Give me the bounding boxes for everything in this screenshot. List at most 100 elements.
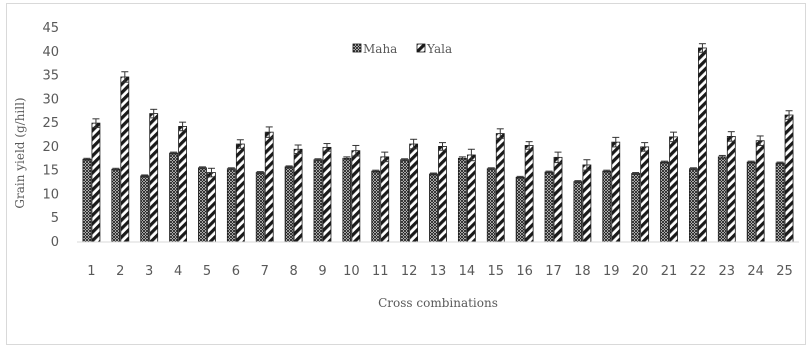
error-bar-yala-25 [785,110,793,120]
bar-maha-16 [515,176,525,243]
y-tick-label: 0 [51,235,59,250]
x-tick-label: 13 [430,264,447,279]
error-bar-maha-18 [574,180,582,184]
bar-yala-20 [640,146,650,243]
bar-yala-10 [351,150,361,243]
x-tick-label: 24 [747,264,764,279]
y-tick-label: 5 [51,211,59,226]
bar-maha-20 [631,173,641,243]
error-bar-yala-9 [323,143,331,152]
error-bar-yala-8 [294,144,302,155]
bar-maha-17 [544,171,554,243]
bar-maha-9 [313,159,323,243]
error-bar-yala-10 [352,144,360,157]
bar-yala-25 [784,114,794,243]
bar-maha-24 [746,161,756,243]
x-tick-label: 1 [87,264,95,279]
x-tick-label: 22 [690,264,707,279]
x-tick-label: 6 [232,264,240,279]
bar-maha-5 [198,167,207,243]
x-axis-title: Cross combinations [378,296,498,310]
error-bar-yala-1 [92,118,100,128]
error-bar-maha-4 [170,151,178,155]
y-axis-title: Grain yield (g/hill) [13,97,27,208]
bar-maha-19 [602,170,612,243]
x-tick-label: 3 [145,264,153,279]
bar-yala-2 [120,76,130,243]
bar-yala-14 [466,154,476,243]
error-bar-yala-11 [381,151,389,163]
error-bar-yala-3 [150,108,158,119]
error-bar-maha-7 [256,171,264,175]
error-bar-maha-12 [401,158,409,162]
bar-maha-21 [660,161,669,243]
y-tick-label: 45 [42,21,59,36]
error-bar-yala-19 [612,136,620,148]
x-tick-label: 20 [632,264,649,279]
error-bar-maha-17 [545,170,553,174]
error-bar-maha-15 [487,167,495,171]
bar-maha-15 [486,168,496,243]
error-bar-yala-21 [670,131,678,143]
error-bar-yala-18 [583,159,591,171]
bar-maha-23 [717,156,727,243]
error-bar-yala-14 [467,148,475,162]
x-tick-label: 25 [776,264,793,279]
bar-maha-1 [82,158,92,243]
bar-yala-17 [553,156,563,243]
bar-maha-6 [226,168,236,243]
legend-swatch-maha [352,43,362,53]
x-tick-label: 8 [289,264,297,279]
x-tick-label: 17 [545,264,562,279]
bar-yala-9 [322,146,332,243]
error-bar-yala-2 [121,71,129,83]
x-tick-label: 23 [719,264,736,279]
x-tick-label: 4 [174,264,182,279]
x-tick-label: 7 [261,264,269,279]
bar-yala-4 [178,126,187,243]
x-tick-label: 11 [372,264,389,279]
error-bar-yala-22 [698,43,706,53]
bar-maha-18 [573,181,583,243]
x-tick-label: 2 [116,264,124,279]
error-bar-maha-24 [747,160,755,164]
error-bar-yala-6 [236,139,244,149]
error-bar-yala-5 [207,167,215,178]
bar-yala-1 [91,122,101,243]
bar-maha-4 [169,152,178,243]
bars-group [82,43,794,243]
bar-maha-25 [775,162,785,243]
x-tick-label: 9 [318,264,326,279]
legend: Maha Yala [352,42,452,56]
error-bar-maha-9 [314,158,322,162]
y-tick-label: 40 [42,45,59,60]
bar-maha-10 [342,157,352,243]
bar-maha-13 [429,173,438,243]
error-bar-maha-8 [285,165,293,169]
error-bar-maha-6 [227,167,235,171]
error-bar-maha-20 [632,172,640,175]
bar-yala-21 [669,136,678,243]
bar-maha-3 [140,175,150,243]
error-bar-yala-13 [439,142,446,151]
y-tick-label: 10 [42,187,59,202]
y-tick-label: 25 [42,116,59,131]
x-tick-label: 12 [401,264,418,279]
bar-yala-11 [380,156,390,243]
bar-yala-7 [264,131,274,243]
bar-maha-12 [400,159,410,243]
error-bar-yala-23 [727,131,735,142]
bar-maha-11 [371,170,381,243]
x-tick-label: 16 [516,264,533,279]
bar-maha-22 [689,168,698,243]
error-bar-yala-20 [641,142,649,152]
error-bar-yala-7 [265,126,273,138]
error-bar-maha-16 [516,175,524,179]
bar-yala-23 [726,136,736,243]
bar-yala-12 [409,143,419,243]
bar-yala-13 [438,146,447,243]
error-bar-maha-13 [430,172,437,176]
y-tick-label: 30 [42,92,59,107]
x-tick-label: 21 [661,264,678,279]
